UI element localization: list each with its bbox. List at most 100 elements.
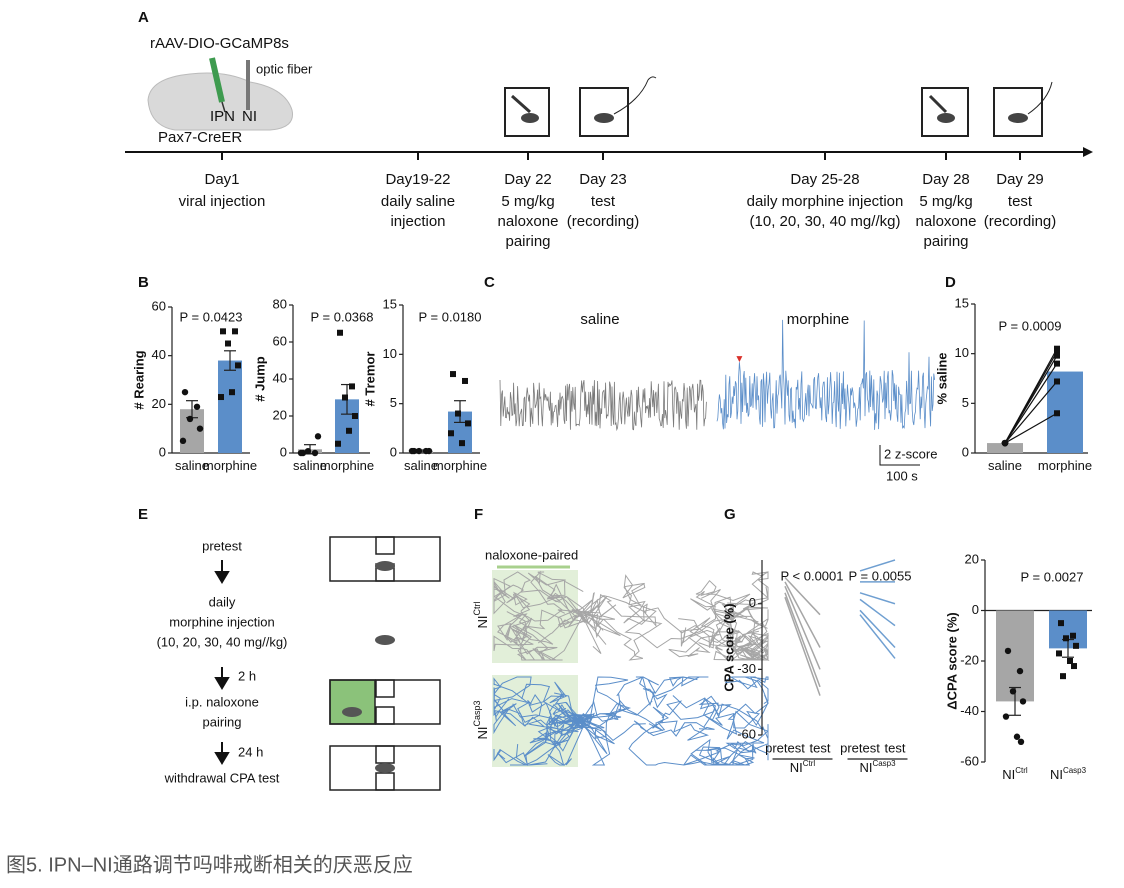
- data-point: [235, 362, 241, 369]
- x-tick-label: NICtrl: [1002, 766, 1028, 782]
- timeline-day: Day19-22: [385, 171, 450, 188]
- trajectory-group: [493, 676, 769, 767]
- paired-line: [784, 576, 821, 616]
- bar: [1047, 371, 1083, 453]
- y-tick-label: 20: [273, 407, 287, 422]
- data-point: [193, 403, 201, 410]
- flow-step: (10, 20, 30, 40 mg//kg): [157, 634, 288, 649]
- data-point: [232, 328, 238, 335]
- annotation: P = 0.0055: [848, 568, 911, 583]
- y-tick-label: 80: [273, 296, 287, 311]
- timeline-note: test: [591, 193, 616, 210]
- y-axis-label: % saline: [934, 352, 949, 404]
- y-tick-label: -40: [960, 703, 979, 718]
- trace-label: saline: [580, 311, 619, 328]
- x-tick-label: morphine: [433, 458, 487, 473]
- trajectory-illustration: [616, 676, 709, 716]
- paired-zone: [492, 570, 578, 663]
- flow-step: withdrawal CPA test: [164, 770, 280, 785]
- data-point: [352, 413, 358, 419]
- trajectory-illustration: [493, 581, 593, 661]
- annotation: P = 0.0180: [418, 309, 481, 324]
- y-axis-label: # Jump: [252, 356, 267, 402]
- row-sup: Casp3: [472, 700, 482, 726]
- x-tick-label: pretest: [765, 740, 805, 755]
- timeline-day: Day 28: [922, 171, 970, 188]
- f-header: naloxone-paired: [485, 547, 578, 562]
- category: NI: [1050, 767, 1063, 782]
- timeline-day: Day1: [204, 171, 239, 188]
- x-tick-label: saline: [404, 458, 438, 473]
- group-base: NI: [859, 760, 872, 775]
- paired-line: [784, 596, 821, 696]
- panel-label: A: [138, 9, 149, 26]
- timeline-day: Day 29: [996, 171, 1044, 188]
- panel-label: D: [945, 274, 956, 291]
- category-sup: Casp3: [1063, 766, 1087, 775]
- data-point: [1019, 698, 1027, 705]
- category: morphine: [1038, 458, 1092, 473]
- timeline-note: (recording): [567, 213, 640, 230]
- timeline-arrow: [1083, 147, 1093, 157]
- interval: 2 h: [238, 668, 256, 683]
- data-point: [337, 329, 343, 336]
- x-tick-label: morphine: [320, 458, 374, 473]
- row-label: NICtrl: [472, 602, 490, 629]
- y-tick-label: -60: [960, 753, 979, 768]
- data-point: [1054, 352, 1060, 359]
- scale-label: 2 z-score: [884, 446, 937, 461]
- trajectory-illustration: [493, 570, 567, 622]
- category: morphine: [203, 458, 257, 473]
- data-point: [311, 449, 319, 457]
- event-marker: [736, 356, 743, 363]
- group-sup: Casp3: [872, 759, 896, 768]
- trajectory-illustration: [633, 694, 769, 741]
- paired-line: [1004, 412, 1058, 444]
- data-point: [1058, 620, 1064, 627]
- trajectory-illustration: [506, 591, 560, 661]
- y-tick-label: 0: [972, 602, 979, 617]
- scale-bar: [879, 445, 920, 466]
- timeline-day: Day 22: [504, 171, 552, 188]
- panel-label: E: [138, 506, 148, 523]
- trajectory-illustration: [537, 574, 657, 644]
- data-point: [450, 371, 456, 378]
- y-tick-label: 0: [962, 444, 969, 459]
- bar: [218, 360, 242, 453]
- y-tick-label: 5: [962, 395, 969, 410]
- data-point: [1009, 688, 1017, 695]
- data-point: [1056, 650, 1062, 657]
- data-point: [1013, 733, 1021, 740]
- row-sup: Ctrl: [472, 602, 482, 616]
- data-point: [1001, 439, 1009, 447]
- x-tick-label: NICasp3: [1050, 766, 1087, 782]
- data-point: [186, 415, 194, 423]
- data-point: [448, 430, 454, 437]
- timeline-note: (recording): [984, 213, 1057, 230]
- label: optic fiber: [256, 61, 313, 76]
- traces: [499, 319, 935, 432]
- syringe: [209, 57, 225, 103]
- trajectory-illustration: [521, 683, 611, 767]
- trajectory-illustration: [672, 676, 769, 729]
- y-tick-label: 0: [159, 444, 166, 459]
- optic-fiber: [246, 60, 250, 110]
- data-point: [304, 447, 312, 455]
- data-point: [297, 449, 305, 457]
- timeline-note: 5 mg/kg: [919, 193, 972, 210]
- data-point: [465, 420, 471, 427]
- data-point: [1054, 410, 1060, 417]
- caption: 图5. IPN–NI通路调节吗啡戒断相关的厌恶反应: [6, 853, 413, 876]
- interval: 24 h: [238, 744, 263, 759]
- annotation: P = 0.0009: [998, 318, 1061, 333]
- timeline-note: naloxone: [916, 213, 977, 230]
- timeline-note: (10, 20, 30, 40 mg//kg): [750, 213, 901, 230]
- row-label: NICasp3: [472, 700, 490, 739]
- data-point: [342, 394, 348, 401]
- y-tick-label: -30: [737, 661, 756, 676]
- x-tick-label: test: [885, 740, 906, 755]
- paired-line: [859, 592, 896, 605]
- data-point: [1054, 348, 1060, 355]
- category: saline: [404, 458, 438, 473]
